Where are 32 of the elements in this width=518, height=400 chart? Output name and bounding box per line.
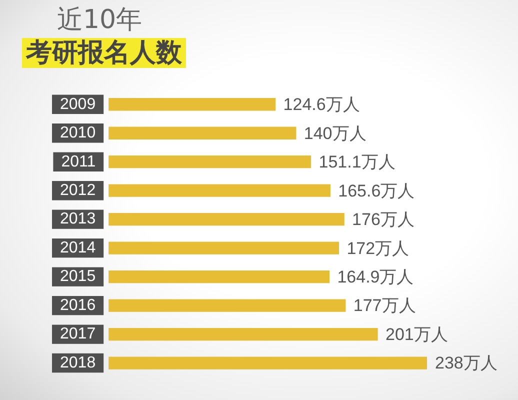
data-label: 176万人	[352, 210, 414, 230]
bar	[108, 98, 276, 111]
data-label: 201万人	[386, 324, 448, 344]
chart-subtitle: 考研报名人数	[22, 38, 186, 68]
chart-title: 近10年	[57, 4, 142, 36]
bar	[108, 328, 378, 341]
y-tick-label: 2016	[60, 296, 96, 314]
data-label: 164.9万人	[337, 267, 414, 286]
y-tick-label: 2010	[60, 124, 96, 142]
y-tick-label: 2015	[60, 268, 96, 286]
data-label: 165.6万人	[338, 181, 415, 200]
bar	[108, 242, 340, 254]
data-label: 124.6万人	[283, 95, 360, 114]
data-label: 140万人	[304, 124, 366, 143]
y-tick-label: 2011	[61, 153, 96, 170]
bar	[108, 213, 344, 226]
y-tick-label: 2018	[60, 354, 96, 372]
bar	[108, 184, 330, 197]
y-tick-label: 2014	[60, 239, 96, 256]
data-label: 177万人	[353, 296, 416, 316]
bar	[108, 356, 427, 370]
data-label: 151.1万人	[318, 152, 396, 172]
data-label: 238万人	[435, 354, 498, 373]
bar	[108, 299, 346, 312]
y-tick-label: 2012	[60, 182, 96, 199]
bar	[108, 156, 312, 168]
y-tick-label: 2017	[60, 326, 96, 343]
y-tick-label: 2009	[60, 96, 96, 113]
bar	[108, 270, 330, 284]
data-label: 172万人	[346, 238, 410, 258]
y-tick-label: 2013	[60, 210, 96, 228]
bar	[108, 126, 296, 140]
